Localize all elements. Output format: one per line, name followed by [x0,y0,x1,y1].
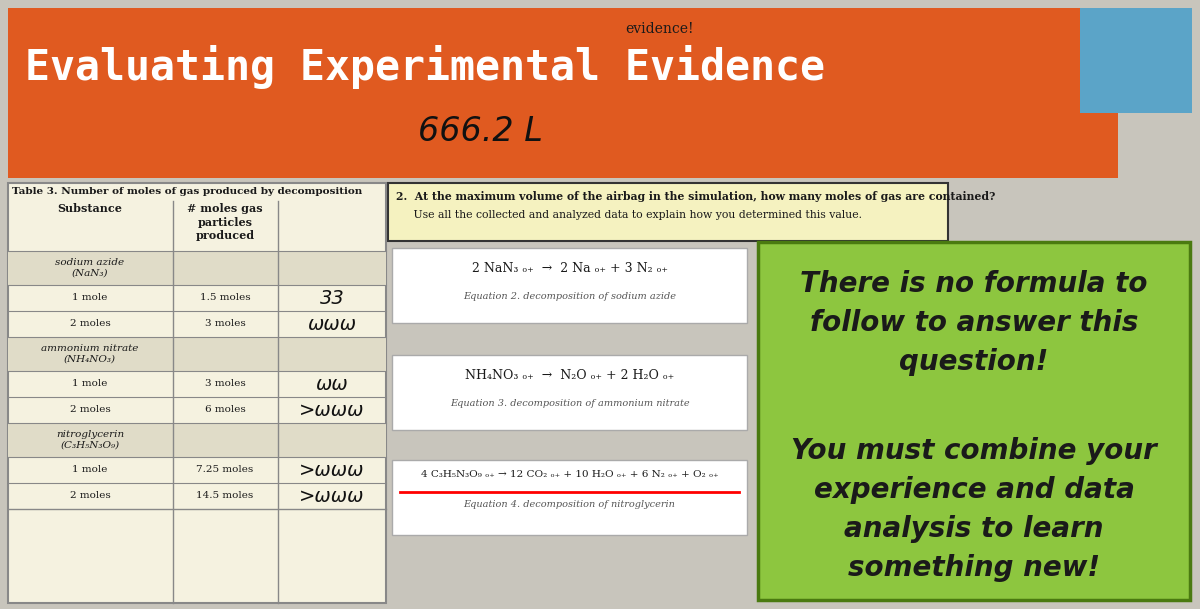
Text: 2 moles: 2 moles [70,491,110,501]
Text: Use all the collected and analyzed data to explain how you determined this value: Use all the collected and analyzed data … [396,210,862,220]
Text: ammonium nitrate
(NH₄NO₃): ammonium nitrate (NH₄NO₃) [41,344,139,364]
Bar [392,460,746,535]
Bar [1080,8,1192,113]
Text: 1 mole: 1 mole [72,294,108,303]
Text: >ωωω: >ωωω [299,401,365,420]
Text: 2 NaN₃ ₒ₊  →  2 Na ₒ₊ + 3 N₂ ₒ₊: 2 NaN₃ ₒ₊ → 2 Na ₒ₊ + 3 N₂ ₒ₊ [472,262,667,275]
Text: 1 mole: 1 mole [72,379,108,389]
Text: 3 moles: 3 moles [205,320,245,328]
Bar [8,423,386,457]
Text: 6 moles: 6 moles [205,406,245,415]
Bar [388,183,948,241]
Text: 2.  At the maximum volume of the airbag in the simulation, how many moles of gas: 2. At the maximum volume of the airbag i… [396,191,995,202]
Bar [392,355,746,430]
Text: NH₄NO₃ ₒ₊  →  N₂O ₒ₊ + 2 H₂O ₒ₊: NH₄NO₃ ₒ₊ → N₂O ₒ₊ + 2 H₂O ₒ₊ [464,369,674,382]
Bar [8,337,386,371]
Text: Equation 4. decomposition of nitroglycerin: Equation 4. decomposition of nitroglycer… [463,500,676,509]
Text: evidence!: evidence! [625,22,695,36]
Text: Equation 2. decomposition of sodium azide: Equation 2. decomposition of sodium azid… [463,292,676,301]
Bar [392,248,746,323]
Text: 1.5 moles: 1.5 moles [199,294,251,303]
Text: 2 moles: 2 moles [70,406,110,415]
Text: ωωω: ωωω [307,314,356,334]
Text: 4 C₃H₅N₃O₉ ₒ₊ → 12 CO₂ ₒ₊ + 10 H₂O ₒ₊ + 6 N₂ ₒ₊ + O₂ ₒ₊: 4 C₃H₅N₃O₉ ₒ₊ → 12 CO₂ ₒ₊ + 10 H₂O ₒ₊ + … [421,470,719,479]
Text: # moles gas
particles
produced: # moles gas particles produced [187,203,263,241]
Text: 7.25 moles: 7.25 moles [197,465,253,474]
Text: >ωωω: >ωωω [299,487,365,505]
Text: 666.2 L: 666.2 L [418,115,542,148]
Bar [8,8,1118,178]
Bar [8,251,386,285]
Text: 14.5 moles: 14.5 moles [197,491,253,501]
Text: There is no formula to
follow to answer this
question!: There is no formula to follow to answer … [800,270,1147,376]
Text: sodium azide
(NaN₃): sodium azide (NaN₃) [55,258,125,278]
Text: 33: 33 [319,289,344,308]
Text: 3 moles: 3 moles [205,379,245,389]
Text: Evaluating Experimental Evidence: Evaluating Experimental Evidence [25,45,826,89]
Text: nitroglycerin
(C₃H₅N₃O₉): nitroglycerin (C₃H₅N₃O₉) [56,431,124,449]
Text: Substance: Substance [58,203,122,214]
Text: Equation 3. decomposition of ammonium nitrate: Equation 3. decomposition of ammonium ni… [450,399,689,408]
Text: 2 moles: 2 moles [70,320,110,328]
Text: Table 3. Number of moles of gas produced by decomposition: Table 3. Number of moles of gas produced… [12,187,362,196]
Text: >ωωω: >ωωω [299,460,365,479]
Text: ωω: ωω [316,375,348,393]
Bar [8,183,386,603]
Bar [758,242,1190,600]
Text: 1 mole: 1 mole [72,465,108,474]
Text: You must combine your
experience and data
analysis to learn
something new!: You must combine your experience and dat… [791,437,1157,582]
